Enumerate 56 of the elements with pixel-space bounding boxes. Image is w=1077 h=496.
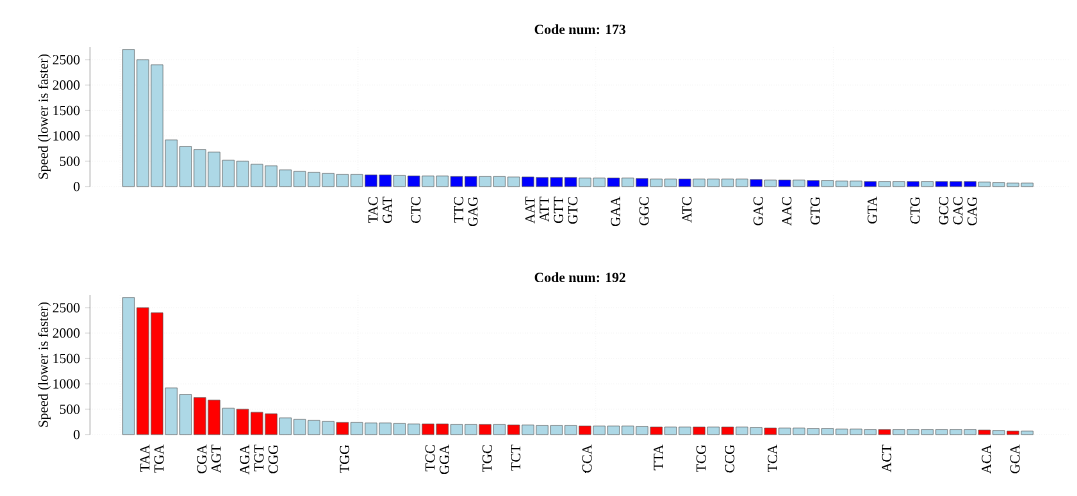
x-tick-label: GAC: [753, 197, 763, 226]
x-tick-label: GTC: [568, 197, 578, 224]
x-tick-label: CAG: [967, 196, 977, 226]
y-tick-label: 1000: [53, 379, 80, 389]
chart-title: Code num: 173: [534, 24, 626, 35]
x-tick-label: CCG: [724, 444, 735, 473]
x-tick-label: CGA: [197, 444, 207, 474]
x-tick-label: CTG: [910, 196, 920, 224]
x-tick-label: TCA: [767, 444, 778, 473]
y-tick-label: 0: [73, 181, 80, 192]
y-tick-label: 2000: [52, 328, 80, 338]
x-tick-label: GTA: [867, 196, 877, 224]
y-tick-label: 2000: [52, 80, 80, 90]
y-tick-label: 1000: [53, 131, 80, 141]
x-tick-label: CTC: [411, 197, 421, 223]
x-tick-label: AGT: [211, 444, 221, 473]
y-tick-label: 1500: [53, 105, 80, 116]
x-tick-label: ATT: [539, 196, 549, 222]
x-tick-label: ACT: [881, 444, 892, 473]
y-tick-label: 2500: [52, 54, 80, 65]
x-tick-label: GGA: [439, 444, 450, 475]
x-tick-label: GAG: [468, 196, 478, 227]
x-tick-label: TCG: [696, 444, 706, 473]
y-axis-title: Speed (lower is faster): [37, 302, 51, 427]
x-tick-label: GAT: [382, 196, 392, 223]
x-tick-label: AAC: [782, 197, 792, 226]
x-tick-label: CGG: [268, 444, 278, 474]
x-tick-label: TAC: [368, 197, 378, 223]
chart-title: Code num: 192: [534, 272, 626, 283]
x-tick-label: TGC: [482, 445, 492, 473]
x-tick-label: ACA: [981, 444, 992, 474]
x-tick-label: AAT: [525, 196, 535, 224]
x-tick-label: TGT: [254, 444, 264, 472]
y-tick-label: 0: [73, 429, 80, 440]
y-tick-label: 500: [60, 156, 80, 166]
x-tick-label: TTA: [653, 444, 663, 471]
x-tick-label: TCC: [425, 445, 435, 472]
x-tick-label: TTC: [453, 197, 464, 223]
x-tick-label: AGA: [239, 444, 250, 475]
x-tick-label: GCC: [938, 197, 949, 225]
x-tick-label: GTG: [810, 196, 820, 225]
x-tick-label: CCA: [582, 444, 592, 473]
x-tick-label: TGG: [339, 444, 350, 473]
x-tick-label: GTT: [553, 196, 564, 223]
y-tick-label: 1500: [53, 353, 80, 364]
x-tick-label: GCA: [1010, 444, 1020, 474]
y-tick-label: 500: [60, 404, 80, 414]
x-tick-label: CAC: [953, 197, 963, 225]
y-axis-title: Speed (lower is faster): [37, 54, 51, 179]
x-tick-label: GAA: [610, 196, 621, 227]
y-tick-label: 2500: [52, 302, 80, 313]
x-tick-label: GGC: [639, 197, 649, 226]
x-tick-label: TAA: [140, 444, 150, 472]
x-tick-label: ATC: [682, 197, 692, 223]
x-tick-label: TGA: [154, 444, 164, 473]
x-tick-label: TCT: [510, 444, 521, 471]
